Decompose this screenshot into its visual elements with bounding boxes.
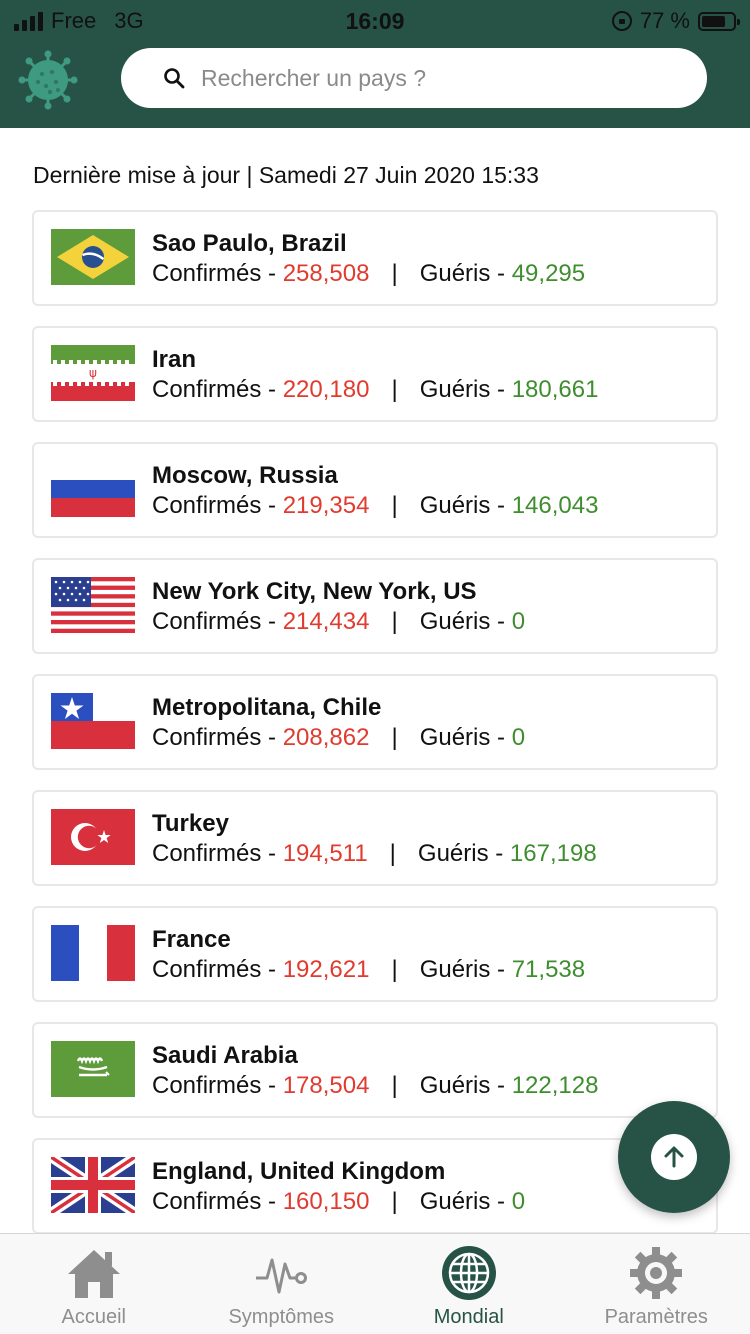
country-card[interactable]: ψ Iran Confirmés - 220,180 | Guéris - 180,… [32, 326, 718, 422]
confirmed-count: 219,354 [282, 492, 370, 519]
confirmed-count: 192,621 [282, 956, 370, 983]
recovered-count: 180,661 [511, 376, 599, 403]
country-name: Iran [152, 346, 197, 373]
globe-icon [441, 1246, 496, 1300]
country-stats: Confirmés - 194,511 | Guéris - 167,198 [152, 840, 597, 867]
confirmed-count: 220,180 [282, 376, 370, 403]
battery-percent: 77 % [639, 8, 690, 33]
usa-flag-icon [51, 577, 135, 633]
tab-label: Paramètres [604, 1306, 708, 1328]
country-card[interactable]: Moscow, Russia Confirmés - 219,354 | Guéri… [32, 442, 718, 538]
country-name: New York City, New York, US [152, 578, 477, 605]
virus-logo-icon [18, 50, 78, 110]
network-label: 3G [114, 8, 144, 33]
clock: 16:09 [345, 8, 405, 34]
country-card[interactable]: Saudi Arabia Confirmés - 178,504 | Guéris … [32, 1022, 718, 1118]
country-name: England, United Kingdom [152, 1158, 446, 1185]
app-header: Free 3G 16:09 77 % [0, 0, 750, 128]
tab-mondial[interactable]: Mondial [375, 1234, 563, 1334]
country-card[interactable]: Metropolitana, Chile Confirmés - 208,862… [32, 674, 718, 770]
recovered-count: 146,043 [511, 492, 599, 519]
tab-accueil[interactable]: Accueil [0, 1234, 188, 1334]
country-stats: Confirmés - 214,434 | Guéris - 0 [152, 608, 526, 635]
country-stats: Confirmés - 178,504 | Guéris - 122,128 [152, 1072, 599, 1099]
confirmed-count: 214,434 [282, 608, 370, 635]
country-list: Sao Paulo, Brazil Confirmés - 258,508 | Gu… [32, 210, 718, 1254]
russia-flag-icon [51, 461, 135, 517]
country-card[interactable]: France Confirmés - 192,621 | Guéris - 71,5… [32, 906, 718, 1002]
search-bar[interactable] [121, 48, 707, 108]
country-stats: Confirmés - 219,354 | Guéris - 146,043 [152, 492, 599, 519]
brazil-flag-icon [51, 229, 135, 285]
recovered-count: 0 [511, 608, 526, 635]
search-input[interactable] [201, 64, 661, 92]
tab-parametres[interactable]: Paramètres [563, 1234, 750, 1334]
confirmed-count: 160,150 [282, 1188, 370, 1215]
recovered-count: 49,295 [511, 260, 586, 287]
battery-icon [698, 11, 740, 31]
turkey-flag-icon [51, 809, 135, 865]
country-stats: Confirmés - 258,508 | Guéris - 49,295 [152, 260, 586, 287]
recovered-count: 0 [511, 1188, 526, 1215]
confirmed-count: 194,511 [282, 840, 368, 867]
country-card[interactable]: New York City, New York, US Confirmés - … [32, 558, 718, 654]
last-update-text: Dernière mise à jour | Samedi 27 Juin 20… [33, 162, 539, 188]
country-name: France [152, 926, 231, 953]
pulse-icon [256, 1258, 308, 1294]
arrow-up-icon [664, 1146, 684, 1168]
confirmed-count: 258,508 [282, 260, 370, 287]
saudi-arabia-flag-icon [51, 1041, 135, 1097]
united-kingdom-flag-icon [51, 1157, 135, 1213]
country-card[interactable]: Sao Paulo, Brazil Confirmés - 258,508 | Gu… [32, 210, 718, 306]
status-bar: Free 3G 16:09 77 % [0, 0, 750, 42]
scroll-to-top-button[interactable] [618, 1101, 730, 1213]
country-card[interactable]: Turkey Confirmés - 194,511 | Guéris - 167,… [32, 790, 718, 886]
recovered-count: 0 [511, 724, 526, 751]
country-stats: Confirmés - 192,621 | Guéris - 71,538 [152, 956, 586, 983]
country-name: Metropolitana, Chile [152, 694, 382, 721]
confirmed-count: 178,504 [282, 1072, 370, 1099]
tab-symptomes[interactable]: Symptômes [188, 1234, 376, 1334]
home-icon [67, 1250, 120, 1298]
tab-label: Symptômes [228, 1306, 335, 1328]
carrier-label: Free [51, 8, 97, 33]
signal-icon [14, 11, 43, 31]
country-name: Turkey [152, 810, 229, 837]
svg-text:ψ: ψ [89, 366, 97, 380]
country-card[interactable]: England, United Kingdom Confirmés - 160,… [32, 1138, 718, 1234]
country-name: Saudi Arabia [152, 1042, 298, 1069]
confirmed-count: 208,862 [282, 724, 370, 751]
iran-flag-icon: ψ [51, 345, 135, 401]
tab-label: Mondial [433, 1306, 504, 1328]
recovered-count: 122,128 [511, 1072, 599, 1099]
country-stats: Confirmés - 208,862 | Guéris - 0 [152, 724, 526, 751]
country-stats: Confirmés - 160,150 | Guéris - 0 [152, 1188, 526, 1215]
recovered-count: 71,538 [511, 956, 586, 983]
recovered-count: 167,198 [509, 840, 597, 867]
search-icon [164, 68, 185, 89]
country-name: Sao Paulo, Brazil [152, 230, 347, 257]
country-stats: Confirmés - 220,180 | Guéris - 180,661 [152, 376, 599, 403]
country-name: Moscow, Russia [152, 462, 338, 489]
rotation-lock-icon [611, 11, 632, 31]
tab-bar: Accueil Symptômes Mondial [0, 1233, 750, 1334]
chile-flag-icon [51, 693, 135, 749]
tab-label: Accueil [61, 1306, 126, 1328]
france-flag-icon [51, 925, 135, 981]
gear-icon [630, 1247, 683, 1299]
